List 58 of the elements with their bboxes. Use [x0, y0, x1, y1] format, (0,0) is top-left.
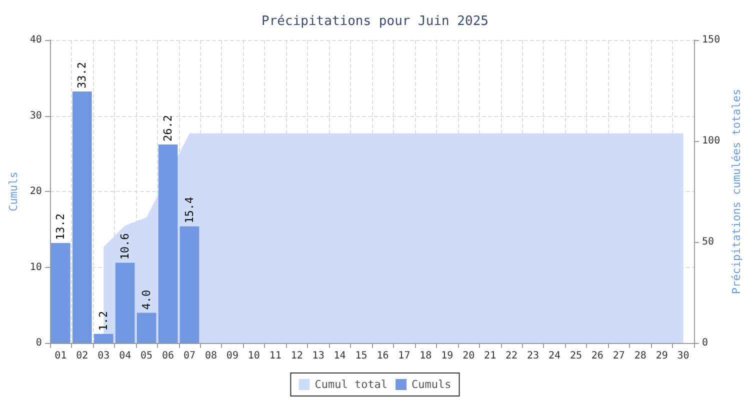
x-tick-label: 16 [376, 350, 389, 362]
chart-title: Précipitations pour Juin 2025 [262, 14, 488, 29]
y-tick-label: 20 [30, 186, 42, 197]
x-tick-label: 11 [269, 350, 282, 362]
x-tick-label: 28 [634, 350, 646, 362]
x-tick-label: 04 [119, 350, 132, 362]
bar [158, 144, 178, 343]
x-tick-label: 20 [462, 350, 475, 362]
y2-tick-label: 150 [702, 34, 720, 46]
x-tick-label: 06 [162, 350, 174, 362]
x-tick-label: 05 [140, 350, 153, 362]
legend-label: Cumuls [412, 378, 452, 391]
x-tick-label: 27 [612, 350, 625, 362]
y-axis-title: Cumuls [7, 172, 20, 212]
bar [72, 92, 92, 343]
bar [51, 243, 70, 343]
bar [136, 312, 156, 343]
x-tick-label: 09 [226, 350, 238, 362]
x-tick-label: 13 [312, 350, 324, 362]
y-tick-label: 30 [30, 110, 42, 122]
data-label: 4.0 [140, 290, 154, 310]
x-tick-label: 12 [290, 350, 303, 362]
x-tick-label: 19 [441, 350, 454, 362]
x-tick-label: 22 [506, 350, 518, 362]
data-label: 15.4 [182, 196, 196, 224]
x-tick-label: 15 [355, 350, 368, 362]
x-tick-label: 29 [656, 350, 668, 362]
x-tick-label: 25 [570, 350, 582, 362]
data-label: 26.2 [162, 115, 175, 142]
x-tick-label: 08 [204, 350, 217, 362]
bar [180, 226, 200, 343]
bar [115, 262, 135, 343]
x-tick-label: 07 [183, 350, 196, 362]
y2-axis-title: Précipitations cumulées totales [730, 88, 743, 294]
x-tick-label: 21 [484, 350, 496, 362]
x-tick-label: 17 [398, 350, 410, 362]
x-tick-label: 03 [98, 350, 110, 362]
x-tick-label: 18 [420, 350, 432, 362]
y2-tick-label: 50 [702, 236, 714, 248]
x-tick-label: 23 [526, 350, 540, 362]
y-tick-label: 10 [30, 262, 42, 273]
x-tick-label: 24 [548, 350, 561, 362]
y-tick-label: 40 [30, 34, 42, 46]
x-tick-label: 30 [677, 350, 690, 362]
legend-label: Cumul total [314, 378, 388, 391]
data-label: 33.2 [76, 62, 89, 89]
x-tick-label: 26 [591, 350, 604, 362]
x-tick-label: 10 [248, 350, 260, 362]
y-tick-label: 0 [36, 338, 42, 348]
bar [94, 334, 114, 343]
y2-tick-label: 100 [702, 136, 720, 146]
data-label: 1.2 [97, 311, 110, 331]
data-label: 10.6 [118, 233, 132, 260]
x-tick-label: 14 [334, 350, 346, 362]
x-tick-label: 01 [54, 350, 67, 362]
data-label: 13.2 [54, 214, 68, 240]
x-tick-label: 02 [76, 350, 88, 362]
y2-tick-label: 0 [702, 338, 708, 348]
